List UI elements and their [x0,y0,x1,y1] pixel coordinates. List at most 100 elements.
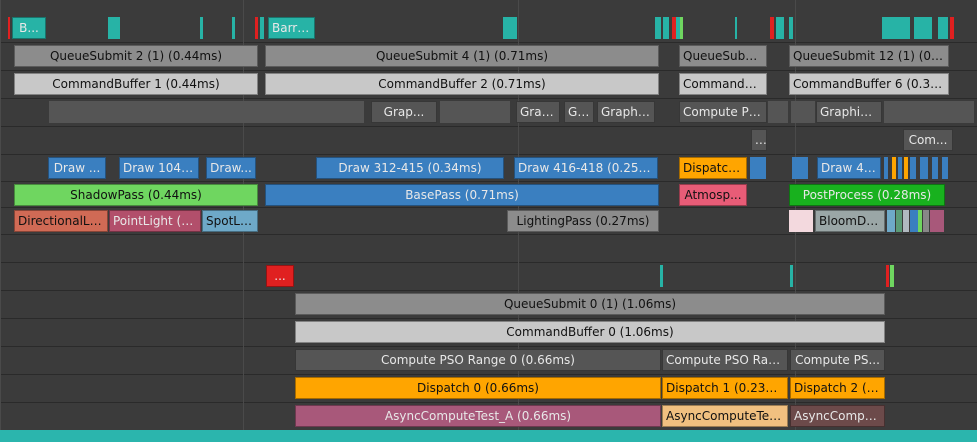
timeline-lane [0,42,977,71]
timeline-event-block[interactable]: LightingPass (0.27ms) [507,210,659,232]
timeline-event-block[interactable]: Compute PS... [679,101,767,123]
timeline-event-block[interactable]: ... [266,265,294,287]
timeline-event-block[interactable]: PointLight (0... [109,210,201,232]
timeline-event-block[interactable]: Draw... [206,157,256,179]
timeline-marker[interactable] [260,17,264,39]
timeline-marker[interactable] [896,210,902,232]
timeline-marker[interactable] [792,157,808,179]
timeline-event-block[interactable]: AsyncComputeTest... [662,405,788,427]
timeline-marker[interactable] [923,210,929,232]
timeline-marker[interactable] [892,157,896,179]
timeline-event-block[interactable]: QueueSubmit 12 (1) (0.30... [789,45,949,67]
timeline-marker[interactable] [790,265,793,287]
timeline-event-block[interactable]: QueueSubmit 0 (1) (1.06ms) [295,293,885,315]
timeline-marker[interactable] [950,17,954,39]
timeline-marker[interactable] [791,101,815,123]
timeline-event-block[interactable]: Com... [903,129,953,151]
timeline-marker[interactable] [770,17,774,39]
timeline-event-block[interactable]: ... [751,129,767,151]
timeline-marker[interactable] [200,17,203,39]
timeline-event-block[interactable]: CommandBuffer 0 (1.06ms) [295,321,885,343]
timeline-marker[interactable] [882,17,910,39]
timeline-marker[interactable] [904,157,908,179]
timeline-event-block[interactable]: Draw 104-... [119,157,199,179]
timeline-marker[interactable] [910,157,916,179]
timeline-marker[interactable] [886,265,889,287]
timeline-marker[interactable] [903,210,909,232]
timeline-marker[interactable] [672,17,678,39]
timeline-event-block[interactable]: Gr... [564,101,594,123]
timeline-marker[interactable] [255,17,258,39]
timeline-marker[interactable] [918,210,922,232]
timeline-event-block[interactable]: Dispatch 0 (0.66ms) [295,377,661,399]
timeline-event-block[interactable]: SpotLi... [202,210,258,232]
timeline-marker[interactable] [942,157,948,179]
timeline-event-block[interactable]: Dispatch... [679,157,747,179]
timeline-event-block[interactable]: QueueSubmi... [679,45,767,67]
timeline-event-block[interactable]: AsyncCompu... [790,405,885,427]
timeline-marker[interactable] [884,157,888,179]
timeline-marker[interactable] [884,101,974,123]
timeline-marker[interactable] [789,17,793,39]
timeline-marker[interactable] [887,210,895,232]
timeline-event-block[interactable]: PostProcess (0.28ms) [789,184,945,206]
timeline-marker[interactable] [49,101,364,123]
timeline-lane [0,234,977,263]
time-gridline [0,0,1,442]
timeline-marker[interactable] [938,17,948,39]
timeline-event-block[interactable]: Graphics ... [816,101,882,123]
timeline-marker[interactable] [676,17,680,39]
timeline-marker[interactable] [660,265,663,287]
timeline-marker[interactable] [898,157,902,179]
timeline-event-block[interactable]: Dispatch 2 (0... [790,377,885,399]
timeline-event-block[interactable]: BloomDo... [815,210,885,232]
timeline-marker[interactable] [932,157,938,179]
timeline-lane [0,154,977,182]
timeline-event-block[interactable]: Compute PS... [790,349,885,371]
timeline-marker[interactable] [776,17,784,39]
timeline-event-block[interactable]: Compute PSO Rang... [662,349,788,371]
timeline-event-block[interactable]: DirectionalLig... [14,210,108,232]
timeline-event-block[interactable]: Grap... [516,101,560,123]
timeline-event-block[interactable]: Atmosp... [679,184,747,206]
timeline-event-block[interactable]: Draw 312-415 (0.34ms) [316,157,504,179]
timeline-marker[interactable] [440,101,510,123]
timeline-marker[interactable] [920,157,928,179]
timeline-scrollbar[interactable] [0,430,977,442]
timeline-event-block[interactable]: Draw 416-418 (0.25ms) [514,157,658,179]
timeline-event-block[interactable]: CommandBuffer 6 (0.30ms) [789,73,949,95]
timeline-marker[interactable] [750,157,766,179]
timeline-marker[interactable] [789,210,813,232]
timeline-event-block[interactable]: Barri... [268,17,315,39]
timeline-event-block[interactable]: Draw 42... [817,157,881,179]
timeline-marker[interactable] [768,101,788,123]
timeline-event-block[interactable]: ShadowPass (0.44ms) [14,184,258,206]
timeline-event-block[interactable]: Compute PSO Range 0 (0.66ms) [295,349,661,371]
timeline-marker[interactable] [914,17,932,39]
timeline-marker[interactable] [108,17,120,39]
timeline-marker[interactable] [735,17,737,39]
timeline-marker[interactable] [8,17,10,39]
timeline-event-block[interactable]: Graphic... [597,101,655,123]
timeline-marker[interactable] [890,265,894,287]
timeline-event-block[interactable]: QueueSubmit 4 (1) (0.71ms) [265,45,659,67]
timeline-event-block[interactable]: CommandBuffer 2 (0.71ms) [265,73,659,95]
timeline-marker[interactable] [232,17,235,39]
timeline-event-block[interactable]: QueueSubmit 2 (1) (0.44ms) [14,45,258,67]
timeline-lane [0,262,977,291]
timeline-event-block[interactable]: Grap... [371,101,437,123]
timeline-event-block[interactable]: CommandB... [679,73,767,95]
timeline-event-block[interactable]: Draw ... [48,157,106,179]
timeline-event-block[interactable]: BasePass (0.71ms) [265,184,659,206]
timeline-event-block[interactable]: AsyncComputeTest_A (0.66ms) [295,405,661,427]
timeline-marker[interactable] [503,17,517,39]
timeline-marker[interactable] [663,17,669,39]
timeline-marker[interactable] [930,210,944,232]
timeline-marker[interactable] [655,17,661,39]
timeline-event-block[interactable]: B... [12,17,46,39]
timeline-marker[interactable] [680,17,683,39]
timeline-marker[interactable] [910,210,918,232]
timeline-event-block[interactable]: CommandBuffer 1 (0.44ms) [14,73,258,95]
timeline-event-block[interactable]: Dispatch 1 (0.23ms) [662,377,788,399]
